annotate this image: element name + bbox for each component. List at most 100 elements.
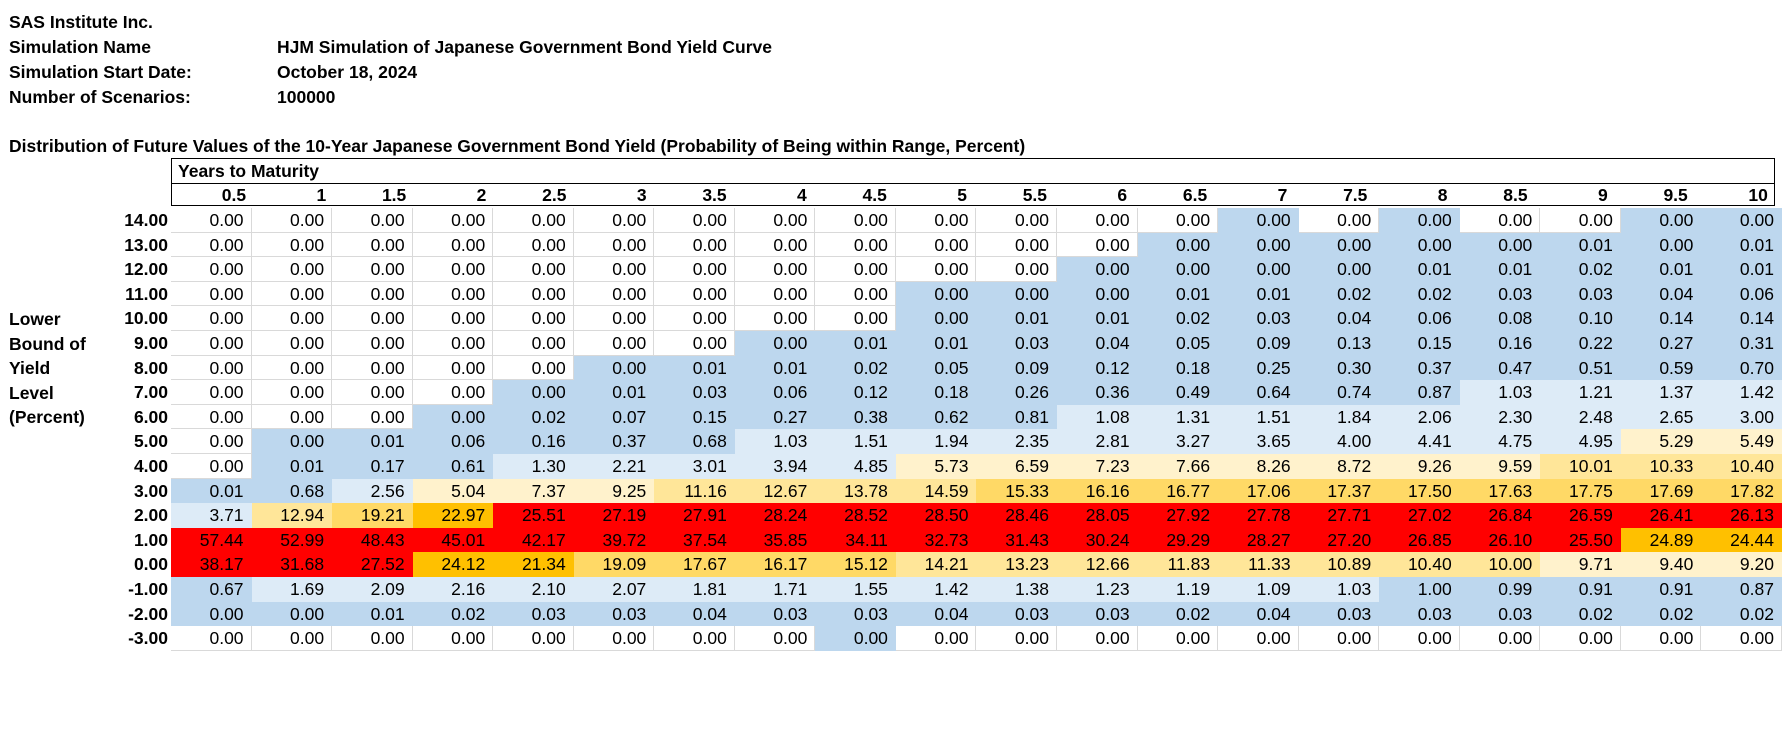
table-cell: 1.19 [1137,576,1219,602]
table-cell: 0.18 [895,380,977,405]
table-cell: 0.00 [412,404,494,430]
table-cell: 0.00 [332,380,413,405]
table-cell: 0.00 [493,257,574,282]
table-cell: 42.17 [493,527,574,553]
table-row: 0.00 0.00 0.00 0.00 0.00 0.00 0.00 0.00 0.00 0.00… [171,626,1782,651]
table-row: 0.00 0.00 0.00 0.00 0.00 0.00 0.01 0.01 0.02 0.05… [171,355,1782,381]
table-cell: 0.00 [573,330,655,356]
table-cell: 0.01 [1218,281,1299,307]
table-cell: 0.00 [332,257,413,282]
table-cell: 0.01 [1540,232,1621,258]
table-cell: 17.82 [1701,478,1782,504]
table-cell: 0.00 [412,208,494,233]
table-row: 57.44 52.99 48.43 45.01 42.17 39.72 37.54 35.85… [171,527,1782,553]
table-cell: 9.71 [1540,552,1621,577]
table-cell: 34.11 [815,527,896,553]
table-cell: 0.68 [654,429,735,454]
row-axis-label-line: (Percent) [9,407,85,428]
table-cell: 28.46 [976,503,1058,528]
table-cell: 28.24 [734,503,816,528]
table-cell: 0.00 [976,232,1058,258]
table-cell: 1.23 [1057,576,1138,602]
table-cell: 0.02 [1379,281,1460,307]
table-cell: 0.03 [1459,281,1541,307]
column-header: 6 [1117,185,1128,205]
table-cell: 0.05 [895,355,977,381]
table-cell: 28.27 [1218,527,1299,553]
table-cell: 0.03 [1540,281,1621,307]
table-cell: 0.64 [1218,380,1299,405]
simulation-name-row: Simulation Name HJM Simulation of Japanes… [9,35,772,60]
table-cell: 0.00 [734,330,816,356]
table-cell: 4.00 [1298,429,1380,454]
table-cell: 0.00 [895,208,977,233]
table-cell: 0.00 [412,257,494,282]
table-cell: 0.00 [1459,232,1541,258]
table-cell: 0.01 [734,355,816,381]
table-cell: 0.12 [815,380,896,405]
table-cell: 0.70 [1701,355,1782,381]
table-cell: 31.43 [976,527,1058,553]
table-cell: 10.89 [1298,552,1380,577]
column-header: 5 [957,185,967,205]
table-title: Distribution of Future Values of the 10-… [9,136,1026,156]
table-cell: 0.17 [332,453,413,479]
table-cell: 0.00 [251,429,333,454]
table-row: 0.00 0.00 0.01 0.02 0.03 0.03 0.04 0.03 0.03 0.04… [171,601,1782,627]
table-cell: 17.50 [1379,478,1460,504]
table-cell: 0.00 [251,626,333,651]
table-row: 0.00 0.00 0.00 0.00 0.02 0.07 0.15 0.27 0.38 0.62… [171,404,1782,430]
table-cell: 0.00 [815,257,896,282]
table-cell: 0.02 [1701,601,1782,627]
table-cell: 0.00 [1701,208,1782,233]
table-cell: 0.00 [1379,208,1460,233]
table-cell: 52.99 [251,527,333,553]
table-cell: 0.00 [332,404,413,430]
table-cell: 24.44 [1701,527,1782,553]
table-cell: 0.00 [171,453,252,479]
table-cell: 0.00 [412,330,494,356]
table-cell: 0.01 [895,330,977,356]
table-cell: 5.29 [1620,429,1702,454]
table-row: 0.67 1.69 2.09 2.16 2.10 2.07 1.81 1.71 1.55 1.42… [171,576,1782,602]
column-header: 1.5 [381,185,407,205]
table-cell: 0.37 [1379,355,1460,381]
column-header: 10 [1748,185,1768,205]
column-header: 9.5 [1663,185,1688,205]
table-cell: 1.51 [1218,404,1299,430]
table-cell: 0.00 [573,355,655,381]
table-cell: 1.55 [815,576,896,602]
table-cell: 0.02 [1540,257,1621,282]
table-row: 0.00 0.00 0.00 0.00 0.00 0.00 0.00 0.00 0.00 0.00… [171,281,1782,307]
table-cell: 0.00 [332,330,413,356]
table-cell: 11.83 [1137,552,1219,577]
table-cell: 0.04 [895,601,977,627]
table-cell: 0.02 [1137,601,1219,627]
table-cell: 0.00 [171,281,252,307]
table-cell: 0.00 [573,626,655,651]
table-cell: 0.03 [1218,306,1299,331]
table-cell: 0.07 [573,404,655,430]
table-row: 0.01 0.68 2.56 5.04 7.37 9.25 11.16 12.67 13.78 1… [171,478,1782,504]
table-cell: 0.00 [895,257,977,282]
table-cell: 0.18 [1137,355,1219,381]
table-cell: 4.75 [1459,429,1541,454]
table-cell: 2.81 [1057,429,1138,454]
table-cell: 10.01 [1540,453,1621,479]
table-cell: 1.31 [1137,404,1219,430]
table-cell: 27.20 [1298,527,1380,553]
table-cell: 0.49 [1137,380,1219,405]
table-cell: 0.01 [1137,281,1219,307]
table-cell: 0.87 [1701,576,1782,602]
table-cell: 8.72 [1298,453,1380,479]
row-labels: 14.00 13.00 12.00 11.00 10.00 9.00 8.00 7.00 6.0… [0,208,170,651]
column-header: 8.5 [1503,185,1528,205]
table-cell: 1.94 [895,429,977,454]
table-cell: 0.00 [1459,208,1541,233]
table-cell: 0.00 [171,601,252,627]
column-header: 3.5 [702,185,727,205]
table-cell: 24.12 [412,552,494,577]
table-cell: 4.41 [1379,429,1460,454]
column-header: 2 [476,185,487,205]
table-cell: 17.69 [1620,478,1702,504]
